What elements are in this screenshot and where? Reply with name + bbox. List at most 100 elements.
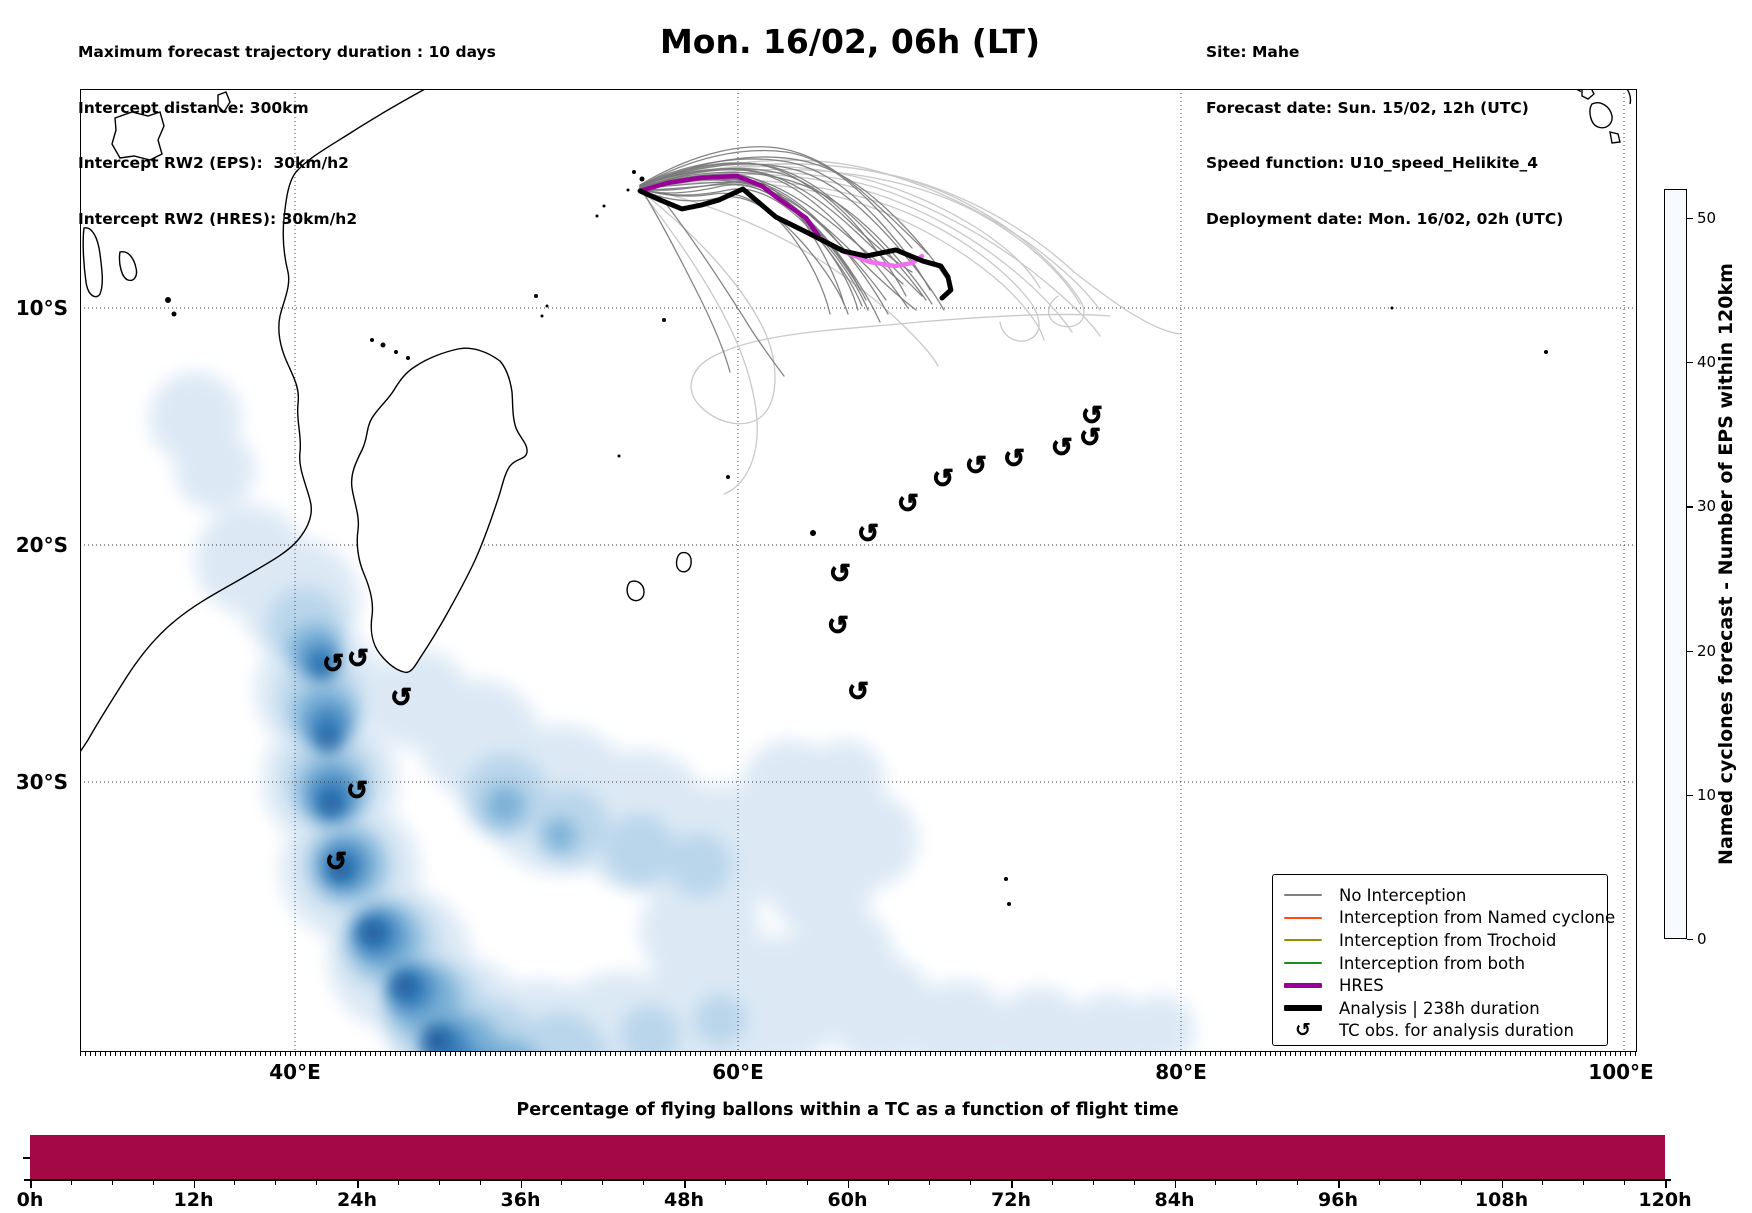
bar-chart-title: Percentage of flying ballons within a TC… [516, 1100, 1179, 1120]
cyclone-icon: ↺ [1295, 1019, 1311, 1042]
legend-line-sample [1283, 1005, 1323, 1012]
bar-minor-tick [479, 1181, 481, 1185]
bar-tick-label: 12h [173, 1189, 214, 1211]
bar-major-tick [1665, 1181, 1667, 1188]
bar-tick-label: 60h [827, 1189, 868, 1211]
tc-observation-markers: ↺ ↺↺↺↺↺↺↺↺↺↺ ↺ ↺ ↺ ↺↺ [322, 400, 1104, 877]
tc-obs-glyph: ↺ [847, 677, 869, 707]
tc-obs-glyph: ↺ [1079, 423, 1101, 453]
bar-minor-tick [111, 1181, 113, 1185]
tc-obs-glyph: ↺ [965, 451, 987, 481]
bar-minor-tick [888, 1181, 890, 1185]
bar-minor-tick [1256, 1181, 1258, 1185]
figure-title: Mon. 16/02, 06h (LT) [659, 22, 1041, 61]
tc-obs-glyph: ↺ [347, 644, 369, 674]
bar-minor-tick [602, 1181, 604, 1185]
tc-obs-glyph: ↺ [829, 559, 851, 589]
bar-minor-tick [70, 1181, 72, 1185]
bar-minor-tick [316, 1181, 318, 1185]
bar-minor-tick [1419, 1181, 1421, 1185]
colorbar-tick-label: 0 [1697, 930, 1707, 948]
legend-line-sample [1283, 962, 1323, 965]
bar-tick-label: 0h [16, 1189, 44, 1211]
bar-major-tick [684, 1181, 686, 1188]
legend-item: Interception from Trochoid [1283, 929, 1597, 952]
lat-tick-label: 30°S [15, 770, 68, 794]
info-line: Site: Mahe [1206, 43, 1300, 61]
legend-item-label: TC obs. for analysis duration [1339, 1021, 1574, 1041]
bar-minor-tick [765, 1181, 767, 1185]
bar-minor-tick [1460, 1181, 1462, 1185]
bar-tick-label: 24h [337, 1189, 377, 1211]
bar-major-tick [520, 1181, 522, 1188]
info-line: Intercept RW2 (HRES): 30km/h2 [78, 209, 358, 228]
tc-obs-glyph: ↺ [1081, 401, 1103, 431]
bar-minor-tick [929, 1181, 931, 1185]
tc-obs-glyph: ↺ [1051, 433, 1073, 463]
legend-item: Interception from Named cyclone [1283, 907, 1615, 930]
bar-minor-tick [1583, 1181, 1585, 1185]
legend-item: No Interception [1283, 884, 1597, 907]
legend-item-label: Analysis | 238h duration [1339, 998, 1540, 1018]
colorbar-tick [1687, 939, 1693, 941]
tc-obs-glyph: ↺ [390, 683, 412, 713]
bar-minor-tick [970, 1181, 972, 1185]
bar-tick-label: 108h [1474, 1189, 1529, 1211]
legend-item-label: Interception from Named cyclone [1339, 908, 1616, 928]
bar-tick-label: 36h [500, 1189, 541, 1211]
colorbar-tick-label: 40 [1697, 353, 1717, 372]
bar-major-tick [1011, 1181, 1013, 1188]
bar-tick-label: 84h [1154, 1189, 1195, 1211]
bar-minor-tick [1051, 1181, 1053, 1185]
lon-tick-label: 40°E [269, 1060, 321, 1084]
bar-minor-tick [1215, 1181, 1217, 1185]
colorbar-tick [1687, 650, 1693, 652]
bar-minor-tick [643, 1181, 645, 1185]
bar-minor-tick [806, 1181, 808, 1185]
bar-minor-tick [438, 1181, 440, 1185]
colorbar-tick [1687, 794, 1693, 797]
tc-obs-glyph: ↺ [827, 611, 849, 641]
colorbar-tick-label: 30 [1697, 497, 1717, 516]
map-minor-ticks [80, 1052, 1637, 1056]
bar-minor-tick [234, 1181, 236, 1185]
colorbar-tick-label: 20 [1697, 641, 1717, 660]
bar-minor-tick [1133, 1181, 1135, 1185]
info-line: Speed function: U10_speed_Helikite_4 [1206, 154, 1539, 172]
bar-tick-label: 120h [1638, 1189, 1692, 1211]
bar-minor-tick [397, 1181, 399, 1185]
bar-chart-ytick [23, 1157, 30, 1159]
bar-tick-label: 48h [664, 1189, 704, 1211]
tc-obs-icon: ↺ [1283, 1021, 1323, 1040]
colorbar-label: Named cyclones forecast - Number of EPS … [1715, 263, 1737, 865]
legend-item-label: No Interception [1339, 885, 1467, 905]
tc-obs-glyph: ↺ [932, 464, 954, 494]
lon-tick-label: 100°E [1588, 1060, 1654, 1084]
bar-major-tick [193, 1181, 195, 1188]
tc-obs-glyph: ↺ [897, 489, 919, 519]
bar-major-tick [847, 1181, 849, 1188]
bar-tick-label: 96h [1318, 1189, 1358, 1211]
bar-minor-tick [275, 1181, 277, 1185]
lon-tick-label: 80°E [1155, 1060, 1207, 1084]
bar-major-tick [1501, 1181, 1503, 1188]
colorbar-tick-label: 50 [1697, 208, 1717, 227]
tc-obs-glyph: ↺ [322, 649, 344, 679]
lat-tick-label: 10°S [15, 296, 68, 320]
bar-minor-tick [724, 1181, 726, 1185]
colorbar-tick [1687, 217, 1693, 220]
tc-obs-glyph: ↺ [1003, 444, 1025, 474]
coastlines [80, 89, 1632, 906]
info-line: Intercept RW2 (EPS): 30km/h2 [78, 154, 349, 172]
tc-obs-glyph: ↺ [325, 847, 347, 877]
lat-tick-label: 20°S [15, 533, 68, 557]
bar-major-tick [1338, 1181, 1340, 1188]
bar-minor-tick [1297, 1181, 1299, 1185]
info-line: Maximum forecast trajectory duration : 1… [78, 43, 496, 61]
legend-item-label: Interception from Trochoid [1339, 930, 1557, 950]
bar-major-tick [1174, 1181, 1176, 1188]
legend-line-sample [1283, 916, 1323, 919]
info-block-right: Site: Mahe Forecast date: Sun. 15/02, 12… [1206, 6, 1563, 247]
hres-and-analysis-tracks [637, 173, 954, 301]
